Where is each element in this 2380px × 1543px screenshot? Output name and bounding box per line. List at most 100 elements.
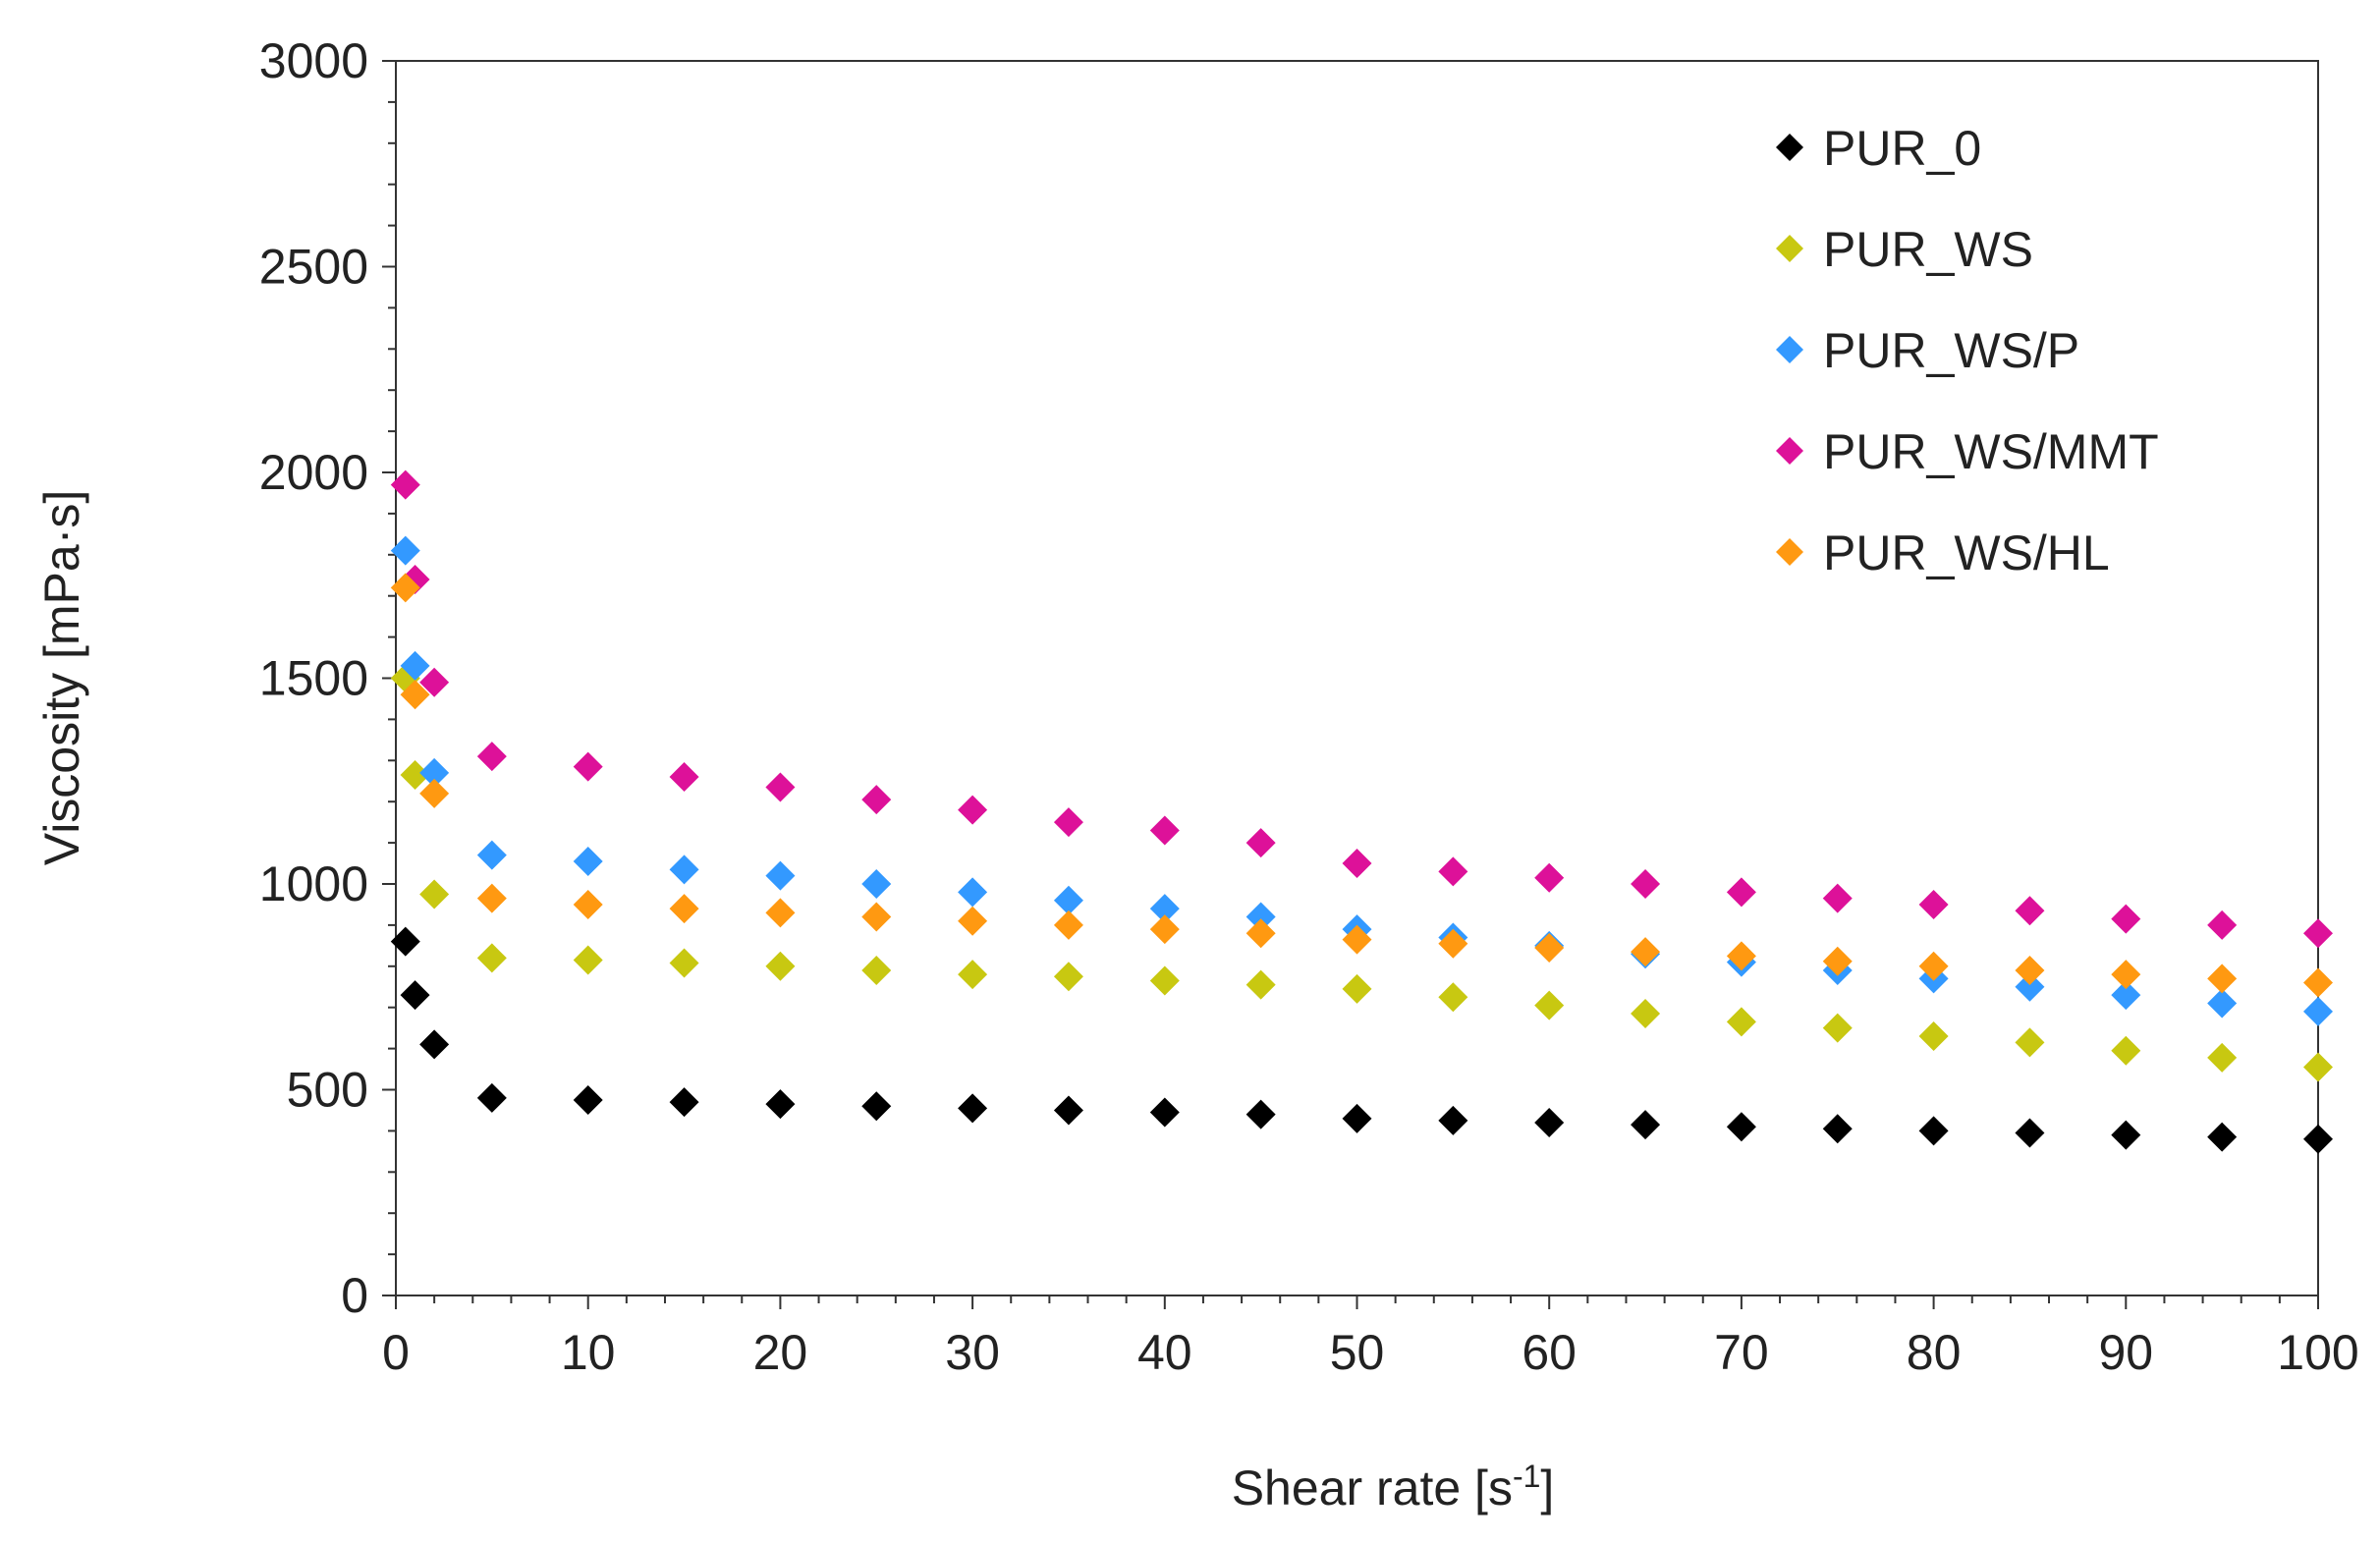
legend-marker xyxy=(1776,437,1803,465)
data-point xyxy=(390,926,420,957)
data-point xyxy=(573,945,603,975)
y-tick-label: 0 xyxy=(341,1268,368,1323)
y-axis-tick-labels: 0 500 1000 1500 2000 2500 3000 xyxy=(259,33,368,1323)
data-point xyxy=(400,650,430,681)
legend-item: PUR_WS/HL xyxy=(1776,525,2110,580)
data-point xyxy=(1438,856,1468,887)
data-point xyxy=(765,898,796,928)
data-point xyxy=(400,980,430,1011)
data-point xyxy=(669,894,699,924)
x-tick-label: 20 xyxy=(753,1325,808,1380)
data-points xyxy=(390,469,2333,1154)
data-point xyxy=(669,1087,699,1118)
data-point xyxy=(669,854,699,885)
data-point xyxy=(1918,1021,1949,1052)
data-point xyxy=(1918,1116,1949,1146)
data-point xyxy=(1342,849,1372,879)
data-point xyxy=(2207,988,2238,1019)
data-point xyxy=(573,846,603,876)
data-point xyxy=(1149,815,1180,846)
data-point xyxy=(1726,941,1756,971)
x-axis-title-end: ] xyxy=(1540,1460,1554,1515)
data-point xyxy=(419,667,450,697)
data-point xyxy=(476,943,507,973)
legend-marker xyxy=(1776,538,1803,566)
data-point xyxy=(958,960,988,990)
data-point xyxy=(2015,896,2045,926)
x-axis-title-exponent: -1 xyxy=(1513,1459,1540,1494)
data-point xyxy=(390,573,420,603)
data-point xyxy=(476,883,507,913)
data-point xyxy=(1631,998,1661,1028)
y-tick-label: 500 xyxy=(287,1063,368,1118)
data-point xyxy=(573,1084,603,1115)
data-point xyxy=(1918,951,1949,981)
data-point xyxy=(765,951,796,981)
x-tick-label: 50 xyxy=(1330,1325,1385,1380)
data-point xyxy=(476,742,507,772)
legend-marker xyxy=(1776,235,1803,262)
legend-label: PUR_0 xyxy=(1823,121,1981,176)
y-tick-label: 3000 xyxy=(259,33,368,88)
y-tick-label: 2500 xyxy=(259,240,368,295)
data-point xyxy=(2303,967,2333,998)
data-point xyxy=(1245,828,1276,858)
data-point xyxy=(1918,889,1949,919)
data-point xyxy=(476,840,507,870)
data-point xyxy=(1053,909,1083,940)
data-point xyxy=(419,879,450,909)
data-point xyxy=(1631,869,1661,899)
x-axis-title: Shear rate [s-1] xyxy=(1232,1459,1555,1515)
data-point xyxy=(1726,1112,1756,1142)
data-point xyxy=(958,1093,988,1124)
data-point xyxy=(1149,1097,1180,1128)
data-point xyxy=(2111,980,2141,1011)
data-point xyxy=(1342,973,1372,1004)
data-point xyxy=(1149,914,1180,945)
data-point xyxy=(2111,960,2141,990)
data-point xyxy=(2111,904,2141,934)
data-point xyxy=(2015,1118,2045,1148)
data-point xyxy=(390,535,420,566)
data-point xyxy=(1053,807,1083,838)
data-point xyxy=(2111,1035,2141,1066)
data-point xyxy=(1726,1007,1756,1037)
data-point xyxy=(1149,894,1180,924)
data-point xyxy=(2303,1052,2333,1082)
data-point xyxy=(419,757,450,788)
data-point xyxy=(573,751,603,782)
x-axis-tick-labels: 0 10 20 30 40 50 60 70 80 90 100 xyxy=(382,1325,2359,1380)
legend-item: PUR_WS xyxy=(1776,222,2033,277)
x-tick-label: 90 xyxy=(2098,1325,2153,1380)
data-point xyxy=(2015,955,2045,985)
data-point xyxy=(861,1091,892,1122)
y-tick-label: 1500 xyxy=(259,651,368,706)
x-tick-label: 70 xyxy=(1714,1325,1769,1380)
data-point xyxy=(669,762,699,793)
data-point xyxy=(573,889,603,919)
data-point xyxy=(400,759,430,790)
data-point xyxy=(1245,902,1276,932)
data-point xyxy=(958,795,988,825)
data-point xyxy=(861,955,892,985)
data-point xyxy=(2303,1124,2333,1154)
series-pur-ws-hl xyxy=(390,573,2333,998)
data-point xyxy=(669,948,699,978)
x-tick-label: 60 xyxy=(1522,1325,1577,1380)
data-point xyxy=(476,1082,507,1113)
data-point xyxy=(1438,1105,1468,1135)
legend-marker xyxy=(1776,134,1803,161)
data-point xyxy=(1534,862,1565,893)
data-point xyxy=(1534,932,1565,963)
data-point xyxy=(958,877,988,908)
x-tick-label: 30 xyxy=(945,1325,1000,1380)
legend-label: PUR_WS/P xyxy=(1823,323,2079,378)
data-point xyxy=(861,869,892,899)
data-point xyxy=(1053,1095,1083,1126)
data-point xyxy=(1534,1108,1565,1138)
data-point xyxy=(2303,918,2333,949)
data-point xyxy=(958,906,988,936)
data-point xyxy=(2207,964,2238,994)
x-axis-title-main: Shear rate [s xyxy=(1232,1460,1513,1515)
x-tick-label: 80 xyxy=(1907,1325,1962,1380)
